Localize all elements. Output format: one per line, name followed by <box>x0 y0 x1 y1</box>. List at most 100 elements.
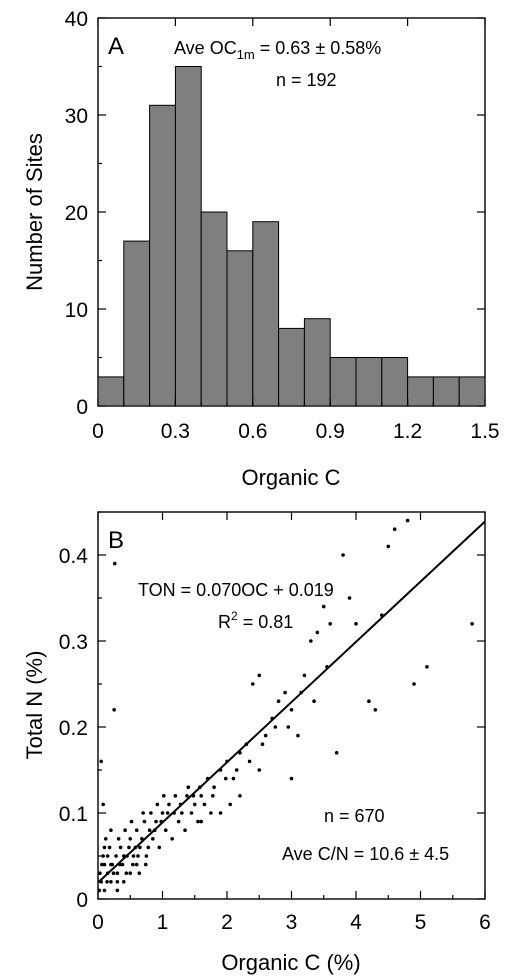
x-tick-label: 4 <box>350 911 362 934</box>
y-tick-label: 0.1 <box>59 803 88 826</box>
scatter-point <box>102 845 107 850</box>
scatter-point <box>209 811 213 815</box>
scatter-point <box>405 518 410 523</box>
histogram-panel: 0 0.3 0.6 0.9 1.2 1.5 0 10 20 30 40 A Ave OC1m = 0… <box>22 8 500 490</box>
scatter-point <box>160 811 165 815</box>
scatter-point <box>247 759 252 764</box>
scatter-point <box>276 699 281 703</box>
scatter-point <box>212 785 216 789</box>
scatter-point <box>128 837 133 841</box>
scatter-point <box>105 880 109 884</box>
scatter-point <box>127 845 131 850</box>
scatter-point <box>111 871 116 875</box>
scatter-point <box>196 819 200 824</box>
average-oc-subscript: 1m <box>237 47 255 62</box>
scatter-point <box>131 854 136 858</box>
regression-equation: TON = 0.070OC + 0.019 <box>138 580 334 600</box>
y-tick-label: 0.3 <box>59 631 88 654</box>
scatter-point <box>154 819 158 824</box>
scatter-x-axis-label: Organic C (%) <box>221 950 360 975</box>
scatter-point <box>173 794 178 798</box>
scatter-point <box>218 811 223 815</box>
x-tick-label: 1.2 <box>393 420 422 443</box>
scatter-point <box>202 802 207 807</box>
scatter-point <box>101 854 105 858</box>
scatter-point <box>123 828 127 832</box>
scatter-point <box>425 665 429 669</box>
y-tick-label: 0 <box>76 396 88 419</box>
scatter-point <box>99 759 104 764</box>
scatter-n-annotation: n = 670 <box>324 806 385 826</box>
scatter-point <box>257 768 262 772</box>
scatter-point <box>341 553 345 557</box>
scatter-point <box>170 837 174 841</box>
histogram-bar <box>149 104 176 407</box>
histogram-bar <box>252 221 280 407</box>
scatter-point <box>149 811 153 815</box>
scatter-point <box>129 819 134 824</box>
scatter-point <box>321 604 326 609</box>
scatter-point <box>334 751 339 755</box>
scatter-point <box>283 690 287 695</box>
x-tick-label: 1.5 <box>470 420 499 443</box>
histogram-bar <box>174 66 202 407</box>
average-oc-annotation: Ave OC1m = 0.63 ± 0.58% <box>174 38 381 62</box>
scatter-point <box>199 819 203 824</box>
x-tick-label: 0.3 <box>161 420 190 443</box>
y-tick-label: 30 <box>65 105 88 128</box>
scatter-point <box>128 871 133 875</box>
scatter-point <box>98 871 102 875</box>
scatter-point <box>118 845 123 850</box>
scatter-point <box>176 819 181 824</box>
y-tick-label: 40 <box>65 8 88 31</box>
histogram-bar <box>407 376 434 407</box>
scatter-point <box>120 862 125 867</box>
scatter-point <box>354 622 358 626</box>
scatter-point <box>163 828 168 832</box>
scatter-point <box>143 862 148 867</box>
scatter-frame <box>97 511 486 900</box>
x-tick-label: 0 <box>92 420 104 443</box>
scatter-point <box>115 888 120 893</box>
scatter-point <box>157 845 162 850</box>
panel-label-a: A <box>108 33 124 60</box>
scatter-point <box>101 802 105 807</box>
scatter-point <box>115 880 120 884</box>
y-tick-label: 20 <box>65 202 88 225</box>
histogram-axes: 0 0.3 0.6 0.9 1.2 1.5 0 10 20 30 40 <box>65 8 500 443</box>
histogram-bar <box>123 240 151 407</box>
scatter-point <box>114 854 118 858</box>
scatter-point <box>147 828 152 832</box>
scatter-point <box>412 682 416 686</box>
scatter-point <box>373 708 378 712</box>
scatter-point <box>286 725 291 729</box>
scatter-point <box>109 828 113 832</box>
scatter-point <box>192 802 197 807</box>
scatter-point <box>134 828 139 832</box>
r-squared-prefix: R <box>218 612 231 632</box>
x-tick-label: 3 <box>286 911 298 934</box>
scatter-point <box>392 527 397 531</box>
histogram-bars <box>97 66 486 407</box>
scatter-point <box>110 862 114 867</box>
scatter-point <box>302 673 307 678</box>
scatter-point <box>228 802 233 807</box>
scatter-point <box>134 862 139 867</box>
histogram-bar <box>329 357 357 407</box>
scatter-point <box>328 622 333 626</box>
histogram-n-annotation: n = 192 <box>276 70 337 90</box>
histogram-bar <box>355 357 383 407</box>
scatter-point <box>470 622 474 626</box>
scatter-point <box>231 776 236 781</box>
scatter-point <box>296 733 300 738</box>
scatter-point <box>109 880 113 884</box>
scatter-point <box>103 837 108 841</box>
scatter-point <box>347 596 352 600</box>
x-tick-label: 6 <box>479 911 491 934</box>
scatter-point <box>234 768 239 772</box>
scatter-point <box>107 845 112 850</box>
scatter-point <box>102 862 107 867</box>
r-squared-superscript: 2 <box>231 609 238 623</box>
scatter-point <box>167 802 171 807</box>
